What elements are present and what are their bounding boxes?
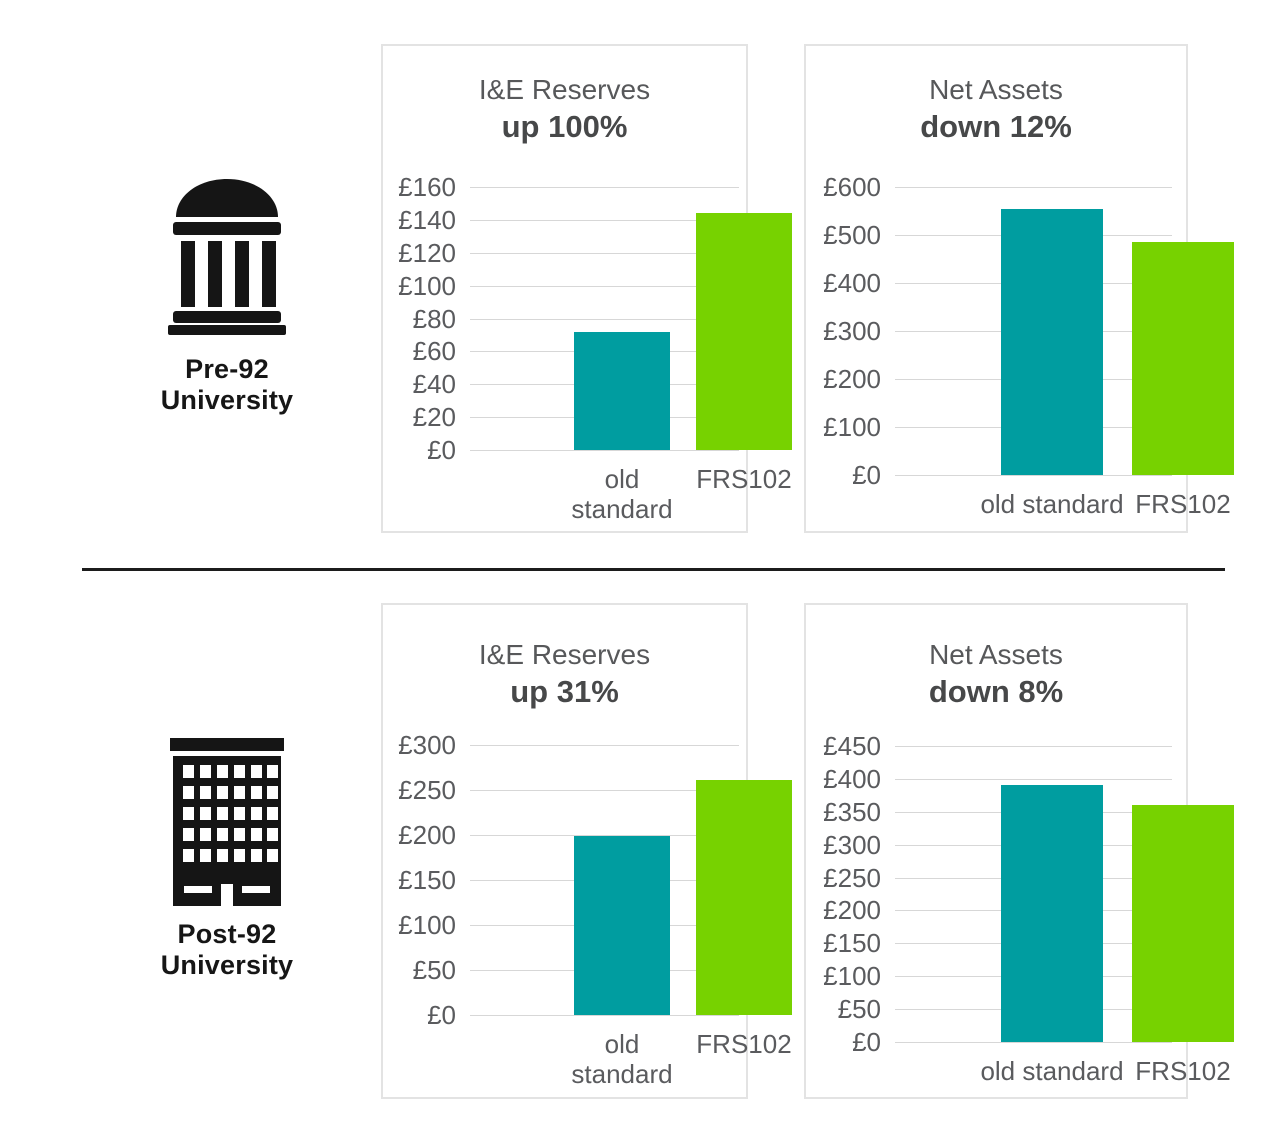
x-axis-category-label: old standard: [571, 464, 673, 524]
y-axis-tick-label: £200: [398, 820, 456, 850]
bar-frs102: [1132, 805, 1234, 1042]
y-axis-tick-label: £300: [823, 316, 881, 346]
bar-frs102: [696, 780, 792, 1015]
group-label-post92: Post-92 University: [117, 919, 337, 981]
x-axis-category-label: old standard: [980, 1056, 1124, 1086]
x-axis-category-label: FRS102: [696, 1029, 792, 1059]
x-axis-category-label: FRS102: [1135, 489, 1231, 519]
group-label-pre92: Pre-92 University: [117, 354, 337, 416]
gridline: [470, 790, 739, 791]
group-pre92-university: Pre-92 University: [117, 179, 337, 416]
chart-title: Net Assets: [929, 74, 1063, 105]
gridline: [470, 450, 739, 451]
y-axis-tick-label: £60: [412, 336, 456, 367]
y-axis-tick-label: £100: [823, 961, 881, 992]
y-axis-tick-label: £150: [398, 865, 456, 895]
gridline: [470, 252, 739, 254]
y-axis-tick-label: £0: [852, 1027, 881, 1057]
classical-building-icon: [168, 179, 286, 335]
y-axis-tick-label: £200: [823, 364, 881, 394]
gridline: [470, 745, 739, 746]
gridline: [470, 187, 739, 188]
y-axis-tick-label: £500: [823, 220, 881, 250]
group-post92-university: Post-92 University: [117, 738, 337, 981]
x-axis-category-label: old standard: [980, 489, 1124, 519]
y-axis-tick-label: £100: [398, 910, 456, 940]
chart-subtitle: up 100%: [501, 109, 628, 144]
y-axis-tick-label: £0: [852, 460, 881, 490]
y-axis-tick-label: £50: [412, 955, 456, 985]
bar-frs102: [696, 213, 792, 450]
x-axis-category-label: FRS102: [696, 464, 792, 494]
bar-old-standard: [574, 835, 670, 1015]
y-axis-tick-label: £300: [823, 829, 881, 860]
office-building-icon: [170, 738, 284, 906]
group-label-line1: Post-92: [177, 919, 277, 949]
chart-panel-pre-92-university-i-e-reserves: I&E Reserves up 100% £160 £140 £120 £100 £80…: [381, 44, 792, 533]
y-axis-tick-label: £350: [823, 796, 881, 827]
bar-old-standard: [574, 331, 670, 450]
y-axis-tick-label: £80: [412, 303, 456, 334]
chart-panel-pre-92-university-net-assets: Net Assets down 12% £600 £500 £400 £300 £200…: [804, 44, 1234, 533]
group-label-line2: University: [160, 950, 294, 980]
chart-subtitle: down 8%: [928, 674, 1064, 709]
gridline: [895, 746, 1172, 747]
gridline: [470, 219, 739, 221]
chart-panel-post-92-university-i-e-reserves: I&E Reserves up 31% £300 £250 £200 £150 £100…: [381, 603, 792, 1099]
y-axis-tick-label: £200: [823, 895, 881, 926]
y-axis-tick-label: £20: [412, 402, 456, 433]
y-axis-tick-label: £250: [398, 775, 456, 805]
gridline: [470, 285, 739, 287]
y-axis-tick-label: £40: [412, 369, 456, 400]
y-axis-tick-label: £450: [823, 731, 881, 761]
gridline: [895, 187, 1172, 188]
gridline: [470, 835, 739, 836]
y-axis-tick-label: £0: [427, 435, 456, 465]
gridline: [470, 318, 739, 320]
y-axis-tick-label: £100: [398, 270, 456, 301]
y-axis-tick-label: £150: [823, 928, 881, 959]
chart-panel-post-92-university-net-assets: Net Assets down 8% £450 £400 £350 £300 £250 £…: [804, 603, 1234, 1099]
group-label-line1: Pre-92: [185, 354, 269, 384]
bar-frs102: [1132, 242, 1234, 475]
x-axis-category-label: FRS102: [1135, 1056, 1231, 1086]
x-axis-category-label: old standard: [571, 1029, 673, 1089]
gridline: [470, 1015, 739, 1016]
y-axis-tick-label: £100: [823, 412, 881, 442]
y-axis-tick-label: £120: [398, 237, 456, 268]
chart-title: Net Assets: [929, 639, 1063, 670]
y-axis-tick-label: £140: [398, 204, 456, 235]
chart-title: I&E Reserves: [478, 639, 651, 670]
group-label-line2: University: [160, 385, 294, 415]
bar-old-standard: [1001, 208, 1103, 475]
y-axis-tick-label: £250: [823, 862, 881, 893]
bar-old-standard: [1001, 785, 1103, 1042]
y-axis-tick-label: £400: [823, 763, 881, 794]
gridline: [895, 1042, 1172, 1043]
y-axis-tick-label: £400: [823, 268, 881, 298]
y-axis-tick-label: £600: [823, 172, 881, 202]
chart-subtitle: up 31%: [510, 674, 619, 709]
gridline: [895, 475, 1172, 476]
chart-subtitle: down 12%: [920, 109, 1072, 144]
y-axis-tick-label: £160: [398, 172, 456, 202]
y-axis-tick-label: £300: [398, 730, 456, 760]
y-axis-tick-label: £50: [837, 994, 881, 1025]
y-axis-tick-label: £0: [427, 1000, 456, 1030]
chart-title: I&E Reserves: [478, 74, 651, 105]
row-divider: [82, 568, 1225, 571]
gridline: [895, 778, 1172, 780]
